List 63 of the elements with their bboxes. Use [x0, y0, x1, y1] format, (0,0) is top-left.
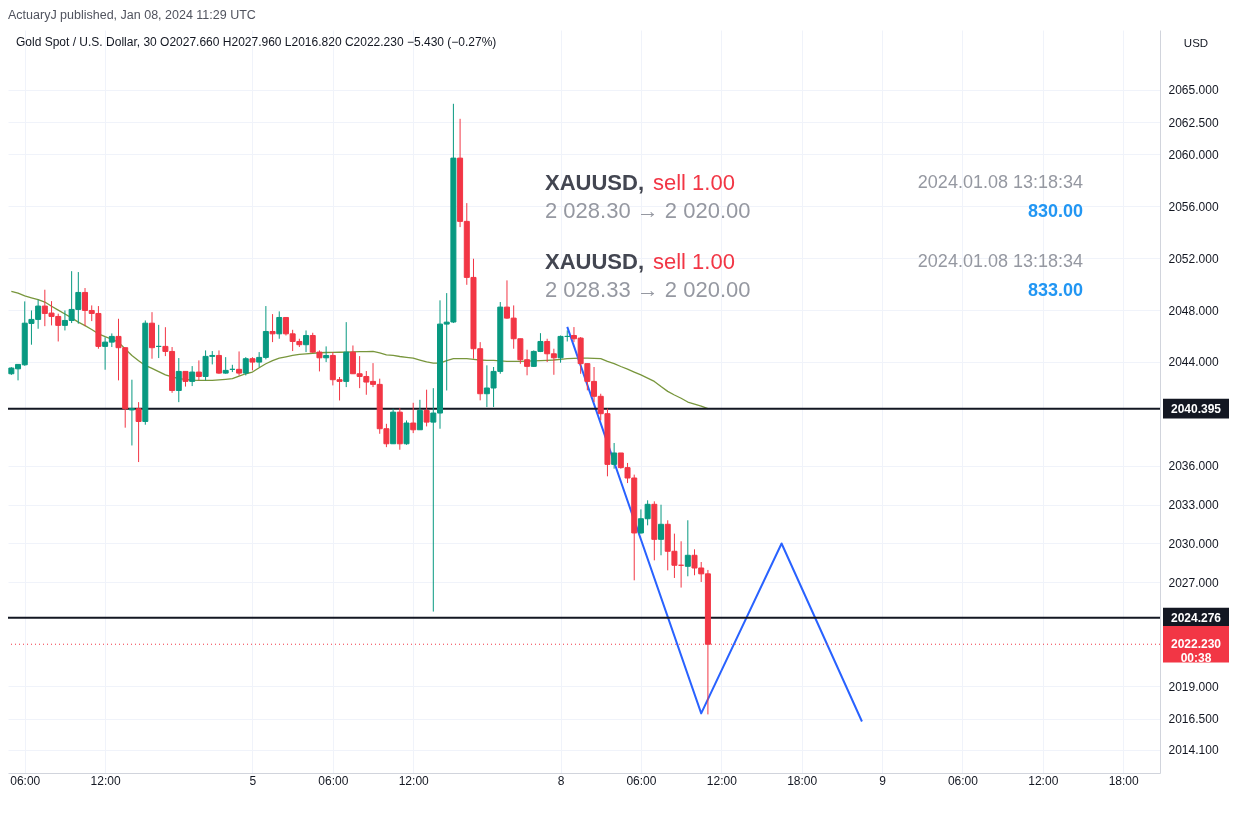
x-tick-label: 12:00 — [90, 773, 121, 788]
candlestick — [323, 345, 330, 363]
x-tick-label: 06:00 — [318, 773, 349, 788]
annotation: 2024.01.08 13:18:34 — [917, 172, 1083, 192]
y-tick-label: 2056.000 — [1168, 199, 1219, 214]
annotation: XAUUSD, — [545, 170, 645, 195]
annotation: 833.00 — [1027, 280, 1083, 300]
candlestick — [684, 519, 691, 577]
x-tick-label: 5 — [249, 773, 257, 788]
y-tick-label: 2027.000 — [1168, 575, 1219, 590]
y-tick-label: 2048.000 — [1168, 303, 1219, 318]
y-tick-label: 2033.000 — [1168, 498, 1219, 513]
annotation: sell 1.00 — [653, 249, 735, 274]
y-tick-label: 2030.000 — [1168, 536, 1219, 551]
candlestick — [128, 379, 135, 446]
text: USD — [1183, 37, 1209, 49]
annotation: sell 1.00 — [653, 170, 735, 195]
candlestick — [658, 504, 665, 556]
candlestick — [416, 399, 423, 431]
candlestick — [410, 402, 417, 434]
y-tick-label: 2065.000 — [1168, 83, 1219, 98]
x-tick-label: 18:00 — [1108, 773, 1139, 788]
ref-line-label: 2022.230 00:38 — [1170, 637, 1222, 666]
x-tick-label: 12:00 — [398, 773, 430, 788]
candlestick — [242, 356, 249, 376]
candlestick — [135, 401, 142, 463]
candlestick — [611, 442, 618, 470]
x-tick-label: 06:00 — [626, 773, 657, 788]
x-tick-label: 18:00 — [787, 773, 818, 788]
x-tick-label: 12:00 — [1028, 773, 1059, 788]
x-tick-label: 06:00 — [10, 773, 41, 788]
y-tick-label: 2014.100 — [1168, 743, 1219, 758]
annotation: 830.00 — [1027, 201, 1083, 221]
ref-line-label: 2024.276 — [1170, 610, 1222, 625]
y-tick-label: 2036.000 — [1168, 459, 1219, 474]
line-series — [566, 325, 863, 723]
y-tick-label: 2019.000 — [1168, 679, 1219, 694]
candlestick — [423, 389, 430, 427]
candlestick — [215, 349, 222, 375]
y-tick-label: 2062.500 — [1168, 115, 1219, 130]
candlestick — [403, 419, 410, 446]
annotation: XAUUSD, — [545, 249, 645, 274]
y-tick-label: 2016.500 — [1168, 712, 1219, 727]
candlestick — [236, 350, 243, 376]
x-tick-label: 12:00 — [706, 773, 738, 788]
candlestick — [269, 313, 276, 343]
annotation: 2 028.30 → 2 020.00 — [545, 198, 751, 223]
x-tick-label: 9 — [879, 773, 887, 788]
x-tick-label: 06:00 — [947, 773, 979, 788]
chart-title: Gold Spot / U.S. Dollar, 30 O2027.660 H2027.960 L2016.820 C2022.230 −5.430 (−0.27%) — [16, 35, 497, 49]
ref-line-label: 2040.395 — [1170, 401, 1222, 416]
x-tick-label: 8 — [557, 773, 565, 788]
y-tick-label: 2044.000 — [1168, 355, 1219, 370]
y-tick-label: 2052.000 — [1168, 251, 1219, 266]
annotation: 2 028.33 → 2 020.00 — [545, 277, 751, 302]
candlestick — [195, 359, 202, 381]
candlestick — [175, 357, 182, 403]
text: ActuaryJ published, Jan 08, 2024 11:29 UTC — [8, 8, 256, 22]
y-tick-label: 2060.000 — [1168, 147, 1219, 162]
annotation: 2024.01.08 13:18:34 — [917, 251, 1083, 271]
candlestick — [276, 310, 283, 340]
candlestick — [303, 329, 310, 353]
candlestick — [189, 365, 196, 387]
